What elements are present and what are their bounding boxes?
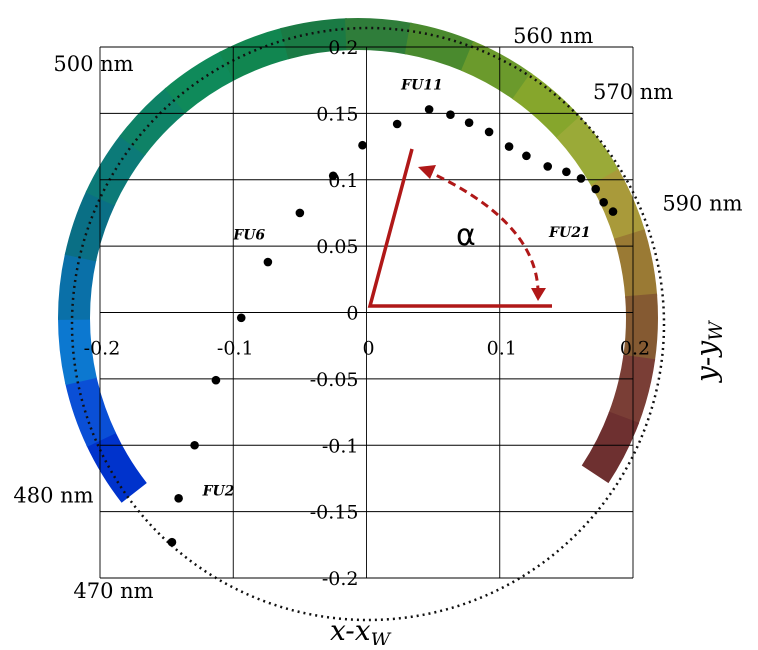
data-point	[591, 184, 600, 194]
y-axis-title: y-yW	[690, 320, 727, 384]
angle-arrowhead-top	[418, 165, 436, 179]
data-point	[167, 537, 177, 547]
data-point	[211, 375, 221, 385]
y-tick-label: 0.05	[316, 236, 358, 258]
data-point	[543, 162, 553, 171]
data-point	[608, 207, 618, 216]
tick-labels: -0.2 -0.1 0 0.1 0.20.20.150.10.050-0.05-0.1-…	[84, 37, 650, 590]
data-point	[599, 198, 608, 207]
wavelength-label: 480 nm	[13, 483, 93, 507]
annotations: FU2 FU6 FU11 FU21 500 nm 560 nm 570 nm 590 nm 48…	[13, 24, 742, 603]
data-point	[504, 142, 514, 151]
hue-ring-segment	[164, 51, 236, 114]
hue-ring-segment	[623, 293, 659, 362]
angle-arrowhead-bottom	[531, 288, 546, 301]
data-point	[358, 140, 367, 150]
data-point	[190, 440, 199, 450]
hue-ring	[57, 18, 666, 622]
x-tick-label: 0.2	[620, 338, 650, 360]
data-point	[562, 167, 571, 177]
data-point	[484, 127, 494, 137]
wavelength-label: 560 nm	[513, 24, 593, 48]
hue-ring-segment	[219, 27, 291, 81]
y-axis-title-subscript: W	[705, 320, 727, 341]
hue-ring-segment	[344, 18, 413, 55]
x-tick-label: 0	[362, 338, 374, 360]
dotted-boundary-circle	[70, 26, 666, 622]
hue-ring-segment	[581, 411, 640, 484]
data-point	[464, 118, 474, 127]
y-tick-label: 0	[346, 303, 358, 325]
hue-ring-segment	[64, 190, 116, 262]
wavelength-label: 590 nm	[662, 191, 742, 215]
y-tick-label: -0.1	[322, 435, 359, 457]
data-point	[328, 171, 338, 181]
x-tick-label: -0.1	[217, 338, 254, 360]
data-point	[174, 494, 183, 503]
y-tick-label: -0.15	[310, 502, 359, 524]
hue-ring-segment	[86, 431, 147, 503]
hue-ring-segment	[280, 18, 349, 60]
x-axis-title-text: x-x	[330, 614, 371, 645]
data-points	[167, 105, 618, 547]
angle-sides	[367, 148, 552, 308]
data-point	[424, 105, 434, 114]
hue-ring-segment	[57, 252, 97, 320]
x-tick-label: 0.1	[487, 338, 517, 360]
angle-indicator: α	[367, 148, 552, 308]
angle-arc	[424, 168, 540, 291]
wavelength-label: 500 nm	[53, 52, 133, 76]
hue-ring-segment	[58, 317, 97, 385]
data-point	[576, 174, 586, 183]
data-point	[263, 257, 273, 267]
data-point	[295, 208, 305, 218]
y-axis-title-text: y-y	[690, 340, 723, 384]
y-tick-label: 0.2	[328, 37, 358, 59]
x-axis-title-subscript: W	[371, 629, 392, 645]
grid	[99, 46, 634, 579]
hue-ring-segment	[512, 72, 582, 140]
hue-ring-segment	[85, 134, 146, 206]
hue-ring-segment	[460, 41, 533, 100]
wavelength-label: 470 nm	[73, 579, 153, 603]
hue-ring-segment	[590, 169, 646, 241]
hue-ring-segment	[608, 354, 656, 425]
wavelength-label: 570 nm	[593, 80, 673, 104]
point-label: FU21	[548, 225, 591, 241]
data-point	[236, 313, 246, 323]
point-label: FU11	[400, 77, 443, 93]
data-point	[392, 119, 402, 129]
hue-ring-segment	[65, 376, 117, 447]
hue-ring-segment	[556, 116, 620, 187]
data-point	[522, 151, 531, 161]
x-tick-label: -0.2	[84, 338, 121, 360]
angle-label: α	[456, 218, 476, 253]
point-label: FU2	[202, 484, 235, 500]
y-tick-label: 0.15	[316, 103, 358, 125]
point-label: FU6	[232, 227, 265, 243]
y-tick-label: -0.2	[322, 568, 359, 590]
hue-ring-segment	[614, 229, 658, 299]
data-point	[446, 110, 455, 120]
y-tick-label: -0.05	[310, 369, 359, 391]
